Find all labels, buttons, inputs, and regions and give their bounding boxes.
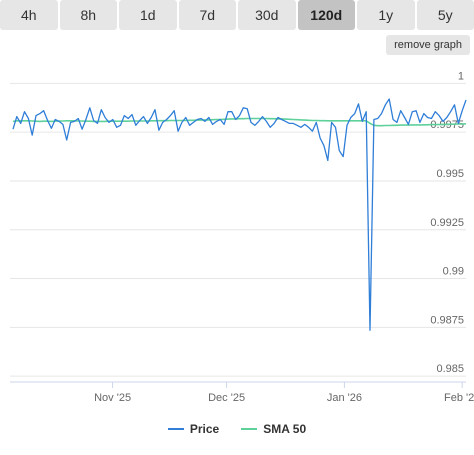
y-tick-label: 1: [458, 70, 464, 82]
x-axis: Nov '25 Dec '25 Jan '26 Feb '26: [10, 381, 474, 404]
y-tick-label: 0.9875: [430, 314, 464, 326]
x-tick-label: Nov '25: [94, 392, 131, 404]
legend-price-swatch: [167, 428, 184, 430]
y-tick-label: 0.995: [436, 168, 464, 180]
x-tick-label: Jan '26: [327, 392, 362, 404]
tab-8h[interactable]: 8h: [59, 0, 117, 30]
tab-30d[interactable]: 30d: [238, 0, 296, 30]
legend-sma50-swatch: [241, 428, 258, 430]
legend-item-price[interactable]: Price: [167, 422, 220, 436]
legend-item-sma50[interactable]: SMA 50: [241, 422, 306, 436]
x-tick-label: Dec '25: [208, 392, 245, 404]
tab-1d[interactable]: 1d: [119, 0, 177, 30]
series-line-price: [12, 98, 467, 331]
remove-graph-button[interactable]: remove graph: [386, 35, 470, 55]
y-tick-label: 0.9925: [430, 217, 464, 229]
legend-sma50-label: SMA 50: [263, 422, 307, 436]
legend-price-label: Price: [189, 422, 220, 436]
grid-lines: [10, 82, 466, 377]
legend: Price SMA 50: [0, 418, 474, 440]
tab-5y[interactable]: 5y: [416, 0, 474, 30]
x-tick-label: Feb '26: [444, 392, 474, 404]
tab-120d[interactable]: 120d: [297, 0, 355, 30]
y-tick-label: 0.985: [436, 363, 464, 375]
timeframe-tabs: 4h 8h 1d 7d 30d 120d 1y 5y: [0, 0, 474, 30]
tab-1y[interactable]: 1y: [357, 0, 415, 30]
series-line-sma50: [12, 117, 467, 127]
series-lines: [12, 98, 467, 331]
y-tick-label: 0.99: [443, 266, 464, 278]
tab-4h[interactable]: 4h: [0, 0, 58, 30]
tab-7d[interactable]: 7d: [178, 0, 236, 30]
